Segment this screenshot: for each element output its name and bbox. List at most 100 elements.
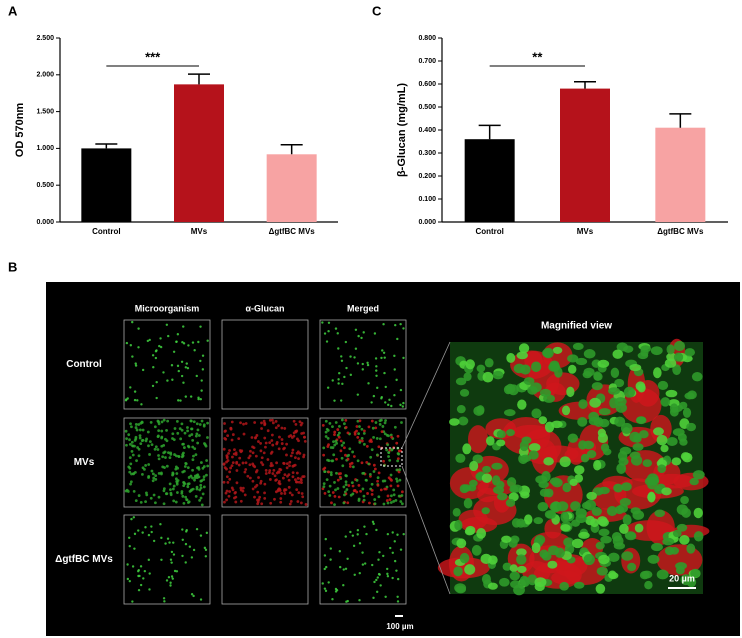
cell xyxy=(516,548,527,557)
cell xyxy=(292,434,296,438)
cell xyxy=(360,336,363,340)
cell xyxy=(160,436,164,440)
cell xyxy=(644,476,656,486)
cell xyxy=(168,482,172,486)
cell xyxy=(476,364,486,373)
cell xyxy=(139,500,143,504)
bar xyxy=(81,148,132,222)
cell xyxy=(275,471,279,475)
cell xyxy=(647,492,656,502)
cell xyxy=(597,516,608,526)
cell xyxy=(228,490,231,493)
cell xyxy=(282,462,286,465)
cell xyxy=(373,580,376,584)
cell xyxy=(180,360,184,363)
cell xyxy=(182,442,185,446)
cell xyxy=(175,479,179,483)
glucan-patch xyxy=(437,557,490,579)
cell xyxy=(165,579,169,582)
cell xyxy=(231,433,235,436)
cell xyxy=(159,345,163,349)
cell xyxy=(160,444,164,448)
cell xyxy=(336,428,340,431)
y-tick-label: 0.600 xyxy=(418,81,436,88)
cell xyxy=(335,442,339,445)
cell xyxy=(291,475,295,479)
cell xyxy=(329,473,333,477)
cell xyxy=(344,426,348,429)
cell xyxy=(323,332,327,335)
cell xyxy=(295,480,299,484)
cell xyxy=(137,569,140,572)
cell xyxy=(651,542,663,552)
cell xyxy=(384,487,388,491)
cell xyxy=(380,356,383,360)
cell xyxy=(172,484,176,488)
cell xyxy=(353,573,356,577)
cell xyxy=(168,456,172,460)
y-axis-label: OD 570nm xyxy=(14,103,26,158)
cell xyxy=(341,464,345,468)
cell xyxy=(611,531,622,542)
cell xyxy=(253,421,257,424)
cell xyxy=(591,507,602,516)
cell xyxy=(665,389,678,398)
cell xyxy=(171,378,174,381)
cell xyxy=(360,436,364,440)
cell xyxy=(538,416,548,425)
cell xyxy=(206,464,210,468)
cell xyxy=(172,553,176,556)
cell xyxy=(390,494,393,498)
micrograph-texture xyxy=(321,520,405,603)
cell xyxy=(331,379,334,382)
cell xyxy=(291,451,294,455)
cell xyxy=(552,346,563,354)
x-tick-label: ΔgtfBC MVs xyxy=(269,227,316,236)
cell xyxy=(170,575,174,578)
cell xyxy=(355,429,358,433)
cell xyxy=(657,380,669,391)
cell xyxy=(389,546,392,550)
cell xyxy=(368,501,371,505)
cell xyxy=(151,472,155,476)
cell xyxy=(542,347,554,359)
cell xyxy=(161,465,165,469)
cell xyxy=(128,442,132,446)
cell xyxy=(395,441,399,445)
cell xyxy=(377,572,381,576)
error-bar xyxy=(574,80,596,89)
cell xyxy=(616,463,627,474)
cell xyxy=(137,423,141,426)
cell xyxy=(521,436,532,444)
cell xyxy=(244,422,248,425)
cell xyxy=(397,470,401,474)
cell xyxy=(463,372,472,381)
cell xyxy=(324,537,327,541)
cell xyxy=(345,366,348,370)
cell xyxy=(672,364,682,376)
cell xyxy=(399,388,403,392)
cell xyxy=(378,422,382,426)
cell xyxy=(321,423,325,427)
cell xyxy=(376,476,380,480)
cell xyxy=(339,472,342,475)
cell xyxy=(373,498,377,501)
cell xyxy=(227,494,231,498)
cell xyxy=(255,434,259,437)
error-bar xyxy=(95,143,118,149)
cell xyxy=(297,480,301,484)
cell xyxy=(346,431,350,435)
cell xyxy=(666,436,678,446)
cell xyxy=(289,434,293,437)
cell xyxy=(396,595,399,598)
cell xyxy=(367,382,370,385)
cell xyxy=(344,480,348,484)
cell xyxy=(251,445,254,449)
cell xyxy=(344,418,348,422)
cell xyxy=(399,449,403,453)
cell xyxy=(374,421,378,424)
cell xyxy=(228,477,232,481)
cell xyxy=(128,456,132,460)
cell xyxy=(144,464,148,467)
y-tick-label: 1.500 xyxy=(36,108,54,115)
